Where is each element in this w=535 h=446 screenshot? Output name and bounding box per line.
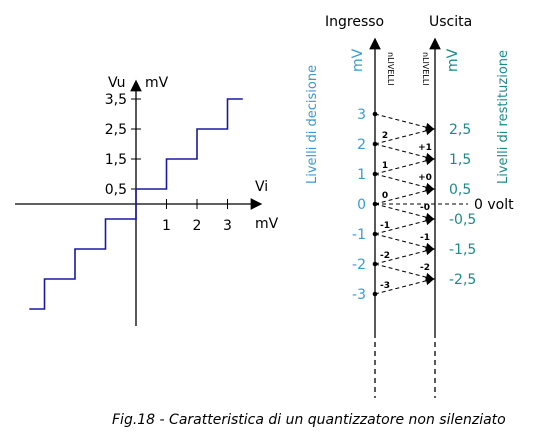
restitution-level-label: -1,5	[449, 242, 476, 258]
input-code-label: 2	[382, 131, 388, 141]
level-mapping: Ingresso Uscita nLIVELLI nLIVELLI mV mV …	[305, 14, 514, 398]
output-code-labels: +1 +0 -0 -1 -2	[418, 143, 432, 273]
input-unit: mV	[350, 48, 366, 72]
decision-dot	[373, 112, 378, 117]
decision-dot	[373, 202, 378, 207]
y-tick-label: 2,5	[105, 122, 127, 138]
input-code-label: -3	[380, 281, 390, 291]
y-unit-label: mV	[145, 75, 169, 91]
input-code-label: -2	[380, 251, 390, 261]
decision-level-label: 1	[357, 167, 366, 183]
output-code-label: +0	[418, 173, 432, 183]
zero-label: 0 volt	[474, 197, 514, 213]
output-code-label: -0	[420, 203, 430, 213]
decision-level-label: 3	[357, 107, 366, 123]
x-axis-label: Vi	[255, 179, 268, 195]
restitution-level-label: -2,5	[449, 272, 476, 288]
tick-marks	[131, 99, 228, 209]
transfer-characteristic: Vu mV Vi mV 3,5 2,5 1,5 0,5 1 2 3	[15, 75, 279, 326]
decision-level-label: -1	[352, 227, 366, 243]
decision-dot	[373, 262, 378, 267]
y-tick-label: 3,5	[105, 92, 127, 108]
input-code-label: 0	[382, 191, 388, 201]
output-code-label: -1	[420, 233, 430, 243]
restitution-level-label: 1,5	[449, 152, 471, 168]
x-tick-labels: 1 2 3	[162, 218, 232, 234]
output-code-label: -2	[420, 263, 430, 273]
decision-level-label: -2	[352, 257, 366, 273]
decision-dot	[373, 232, 378, 237]
x-tick-label: 2	[193, 218, 202, 234]
restitution-level-label: -0,5	[449, 212, 476, 228]
y-axis-label: Vu	[108, 75, 126, 91]
input-code-label: 1	[382, 161, 388, 171]
restitution-level-labels: 2,5 1,5 0,5 -0,5 -1,5 -2,5	[449, 122, 476, 288]
y-tick-label: 0,5	[105, 182, 127, 198]
y-tick-label: 1,5	[105, 152, 127, 168]
restitution-level-label: 2,5	[449, 122, 471, 138]
x-tick-label: 3	[223, 218, 232, 234]
decision-dot	[373, 292, 378, 297]
decision-level-label: 2	[357, 137, 366, 153]
decision-level-label: -3	[352, 287, 366, 303]
decision-dot	[373, 172, 378, 177]
output-unit: mV	[445, 48, 461, 72]
restitution-label: Livelli di restituzione	[496, 50, 511, 184]
figure-caption: Fig.18 - Caratteristica di un quantizzat…	[112, 412, 506, 428]
x-unit-label: mV	[255, 216, 279, 232]
decision-level-labels: 3 2 1 0 -1 -2 -3	[352, 107, 366, 303]
input-code-label: -1	[380, 221, 390, 231]
mapping-arrow	[375, 114, 433, 129]
output-axis-label: nLIVELLI	[421, 52, 430, 86]
decision-dot	[373, 142, 378, 147]
decision-label: Livelli di decisione	[305, 65, 320, 184]
input-axis-label: nLIVELLI	[386, 52, 395, 86]
input-title: Ingresso	[325, 14, 384, 30]
decision-level-label: 0	[357, 197, 366, 213]
x-tick-label: 1	[162, 218, 171, 234]
restitution-level-label: 0,5	[449, 182, 471, 198]
y-tick-labels: 3,5 2,5 1,5 0,5	[105, 92, 127, 198]
output-title: Uscita	[429, 14, 472, 30]
output-code-label: +1	[418, 143, 432, 153]
